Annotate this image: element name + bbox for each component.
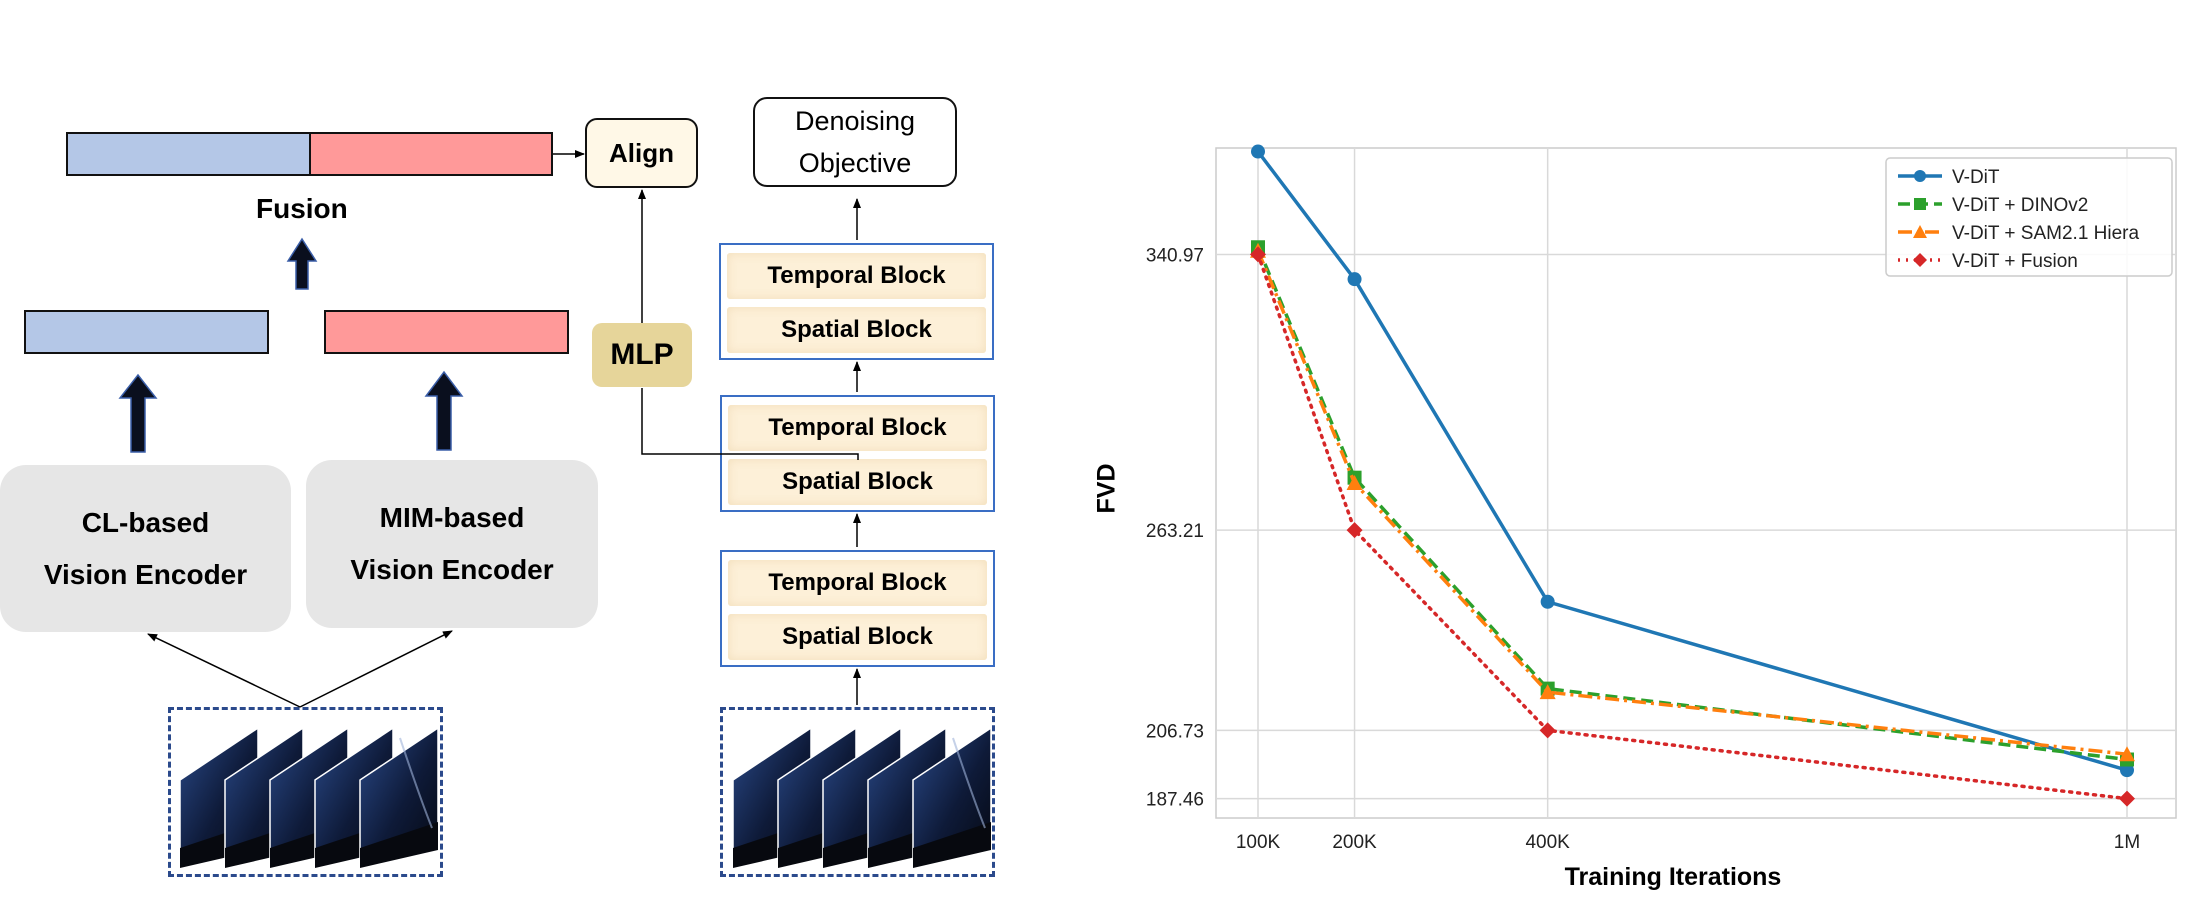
x-tick-label: 200K xyxy=(1332,832,1377,853)
data-point xyxy=(1347,272,1362,287)
legend-label: V-DiT + SAM2.1 Hiera xyxy=(1952,223,2140,244)
spatial-block: Spatial Block xyxy=(727,307,986,353)
video-frames-input-encoders xyxy=(168,707,443,877)
legend-marker xyxy=(1914,198,1926,210)
y-axis-label-holder: FVD xyxy=(1092,464,1132,514)
fvd-line-chart: 100K 200K 400K 1M 187.46 206.73 263.21 340.97 T… xyxy=(1146,144,2177,891)
data-point xyxy=(2119,790,2135,807)
y-tick-label: 263.21 xyxy=(1146,521,1204,542)
data-point xyxy=(2120,763,2134,778)
y-tick-label: 187.46 xyxy=(1146,790,1204,811)
mlp-box: MLP xyxy=(592,323,692,387)
cl-encoder-line2: Vision Encoder xyxy=(43,558,248,590)
diagram-connectors xyxy=(118,150,992,869)
series-line xyxy=(1256,252,2129,801)
mim-feature-bar xyxy=(324,310,569,354)
legend-box xyxy=(1885,157,2173,277)
x-axis-label: Training Iterations xyxy=(1565,863,1782,891)
legend-label: V-DiT xyxy=(1952,167,2000,188)
data-point xyxy=(1346,522,1363,539)
legend-marker xyxy=(1913,253,1927,267)
block-stack-bottom: Temporal Block Spatial Block xyxy=(720,550,995,667)
data-point xyxy=(1346,475,1363,490)
temporal-block: Temporal Block xyxy=(727,253,986,299)
denoising-objective-box: Denoising Objective xyxy=(753,97,957,187)
legend-label: V-DiT + DINOv2 xyxy=(1952,195,2088,216)
legend-marker xyxy=(1913,225,1927,238)
block-stack-middle: Temporal Block Spatial Block xyxy=(720,395,995,512)
data-point xyxy=(1540,594,1555,609)
cl-feature-bar xyxy=(24,310,269,354)
spatial-block: Spatial Block xyxy=(728,614,987,660)
x-tick-label: 100K xyxy=(1236,832,1281,853)
temporal-block: Temporal Block xyxy=(728,405,987,451)
video-frames-image-right xyxy=(732,727,992,869)
up-arrow-icon xyxy=(424,370,464,451)
legend-marker xyxy=(1914,170,1926,182)
fusion-label: Fusion xyxy=(256,193,348,224)
data-point xyxy=(1250,246,1266,263)
data-point xyxy=(1539,722,1556,739)
up-arrow-icon xyxy=(118,373,158,453)
data-point xyxy=(1539,684,1556,700)
x-tick-label: 1M xyxy=(2114,832,2140,853)
data-point xyxy=(2119,746,2135,762)
cl-encoder-line1: CL-based xyxy=(81,506,210,538)
video-frames-image-left xyxy=(179,727,439,869)
legend-label: V-DiT + Fusion xyxy=(1952,251,2078,272)
y-tick-label: 206.73 xyxy=(1146,721,1204,742)
mim-encoder-line1: MIM-based xyxy=(379,502,525,533)
align-box: Align xyxy=(585,118,698,188)
mim-encoder-line2: Vision Encoder xyxy=(350,554,554,585)
x-tick-label: 400K xyxy=(1525,832,1570,853)
cl-vision-encoder: CL-based Vision Encoder xyxy=(0,465,291,632)
fused-feature-mim-segment xyxy=(309,132,553,176)
up-arrow-icon xyxy=(286,237,318,290)
series-line xyxy=(1256,150,2128,772)
fused-feature-cl-segment xyxy=(66,132,311,176)
mim-vision-encoder: MIM-based Vision Encoder xyxy=(306,460,598,628)
objective-line2: Objective xyxy=(798,148,912,178)
data-point xyxy=(1251,144,1265,159)
video-frames-input-dit xyxy=(720,707,995,877)
y-axis-label-text: FVD xyxy=(1092,463,1121,514)
objective-line1: Denoising xyxy=(794,106,916,136)
y-tick-label: 340.97 xyxy=(1146,245,1204,266)
block-stack-top: Temporal Block Spatial Block xyxy=(719,243,994,360)
temporal-block: Temporal Block xyxy=(728,560,987,606)
spatial-block: Spatial Block xyxy=(728,459,987,505)
